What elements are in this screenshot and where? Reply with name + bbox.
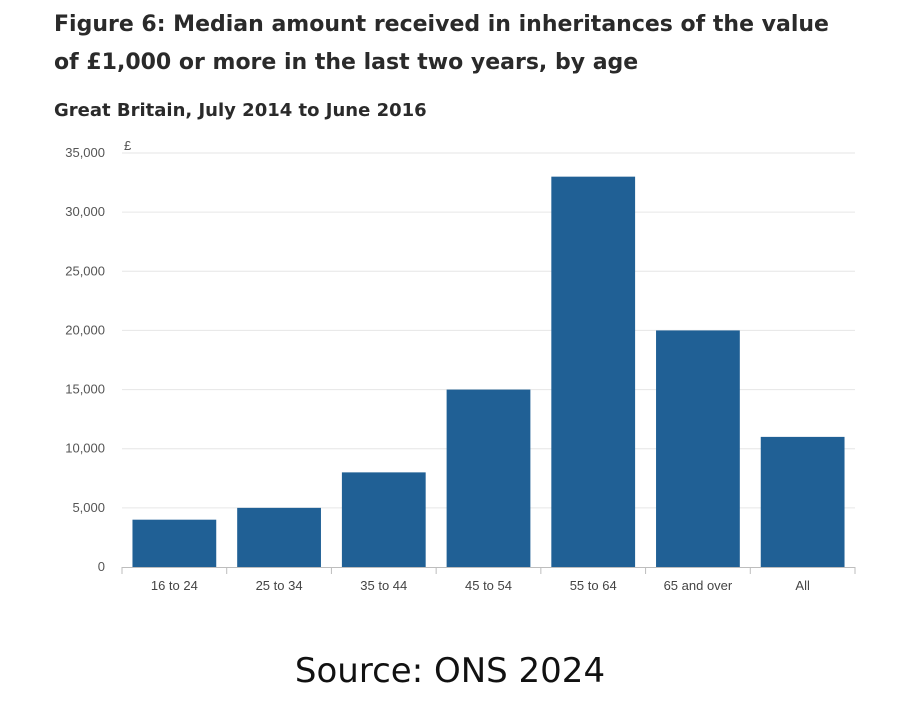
x-tick-label: 35 to 44 xyxy=(360,578,407,593)
x-tick-label: 45 to 54 xyxy=(465,578,512,593)
y-tick-label: 30,000 xyxy=(65,204,105,219)
y-tick-label: 20,000 xyxy=(65,322,105,337)
source-note: Source: ONS 2024 xyxy=(294,651,606,691)
bar-chart: 0 5,000 10,000 15,000 20,000 25,000 30,000 35,0… xyxy=(65,138,856,593)
x-tick-labels: 16 to 24 25 to 34 35 to 44 45 to 54 55 to 64… xyxy=(151,578,810,593)
x-tick-label: 65 and over xyxy=(664,578,733,593)
chart-subtitle: Great Britain, July 2014 to June 2016 xyxy=(54,100,427,121)
y-tick-label: 35,000 xyxy=(65,145,105,160)
x-tick-label: 25 to 34 xyxy=(256,578,303,593)
chart-title: Figure 6: Median amount received in inhe… xyxy=(54,12,829,75)
bar xyxy=(760,436,845,567)
y-tick-label: 25,000 xyxy=(65,263,105,278)
x-tick-label: 55 to 64 xyxy=(570,578,617,593)
y-tick-label: 0 xyxy=(98,559,105,574)
y-axis-unit-label: £ xyxy=(124,138,132,153)
bar xyxy=(237,507,321,567)
bar xyxy=(551,176,636,567)
y-tick-label: 10,000 xyxy=(65,441,105,456)
bar xyxy=(446,389,531,567)
bar xyxy=(656,330,740,567)
y-tick-label: 5,000 xyxy=(72,500,105,515)
x-tick-label: All xyxy=(795,578,810,593)
x-axis xyxy=(121,567,856,574)
bars xyxy=(132,176,845,567)
y-tick-label: 15,000 xyxy=(65,382,105,397)
y-axis: 0 5,000 10,000 15,000 20,000 25,000 30,000 35,0… xyxy=(65,145,105,574)
x-tick-label: 16 to 24 xyxy=(151,578,198,593)
bar xyxy=(132,519,217,567)
bar xyxy=(341,472,426,567)
